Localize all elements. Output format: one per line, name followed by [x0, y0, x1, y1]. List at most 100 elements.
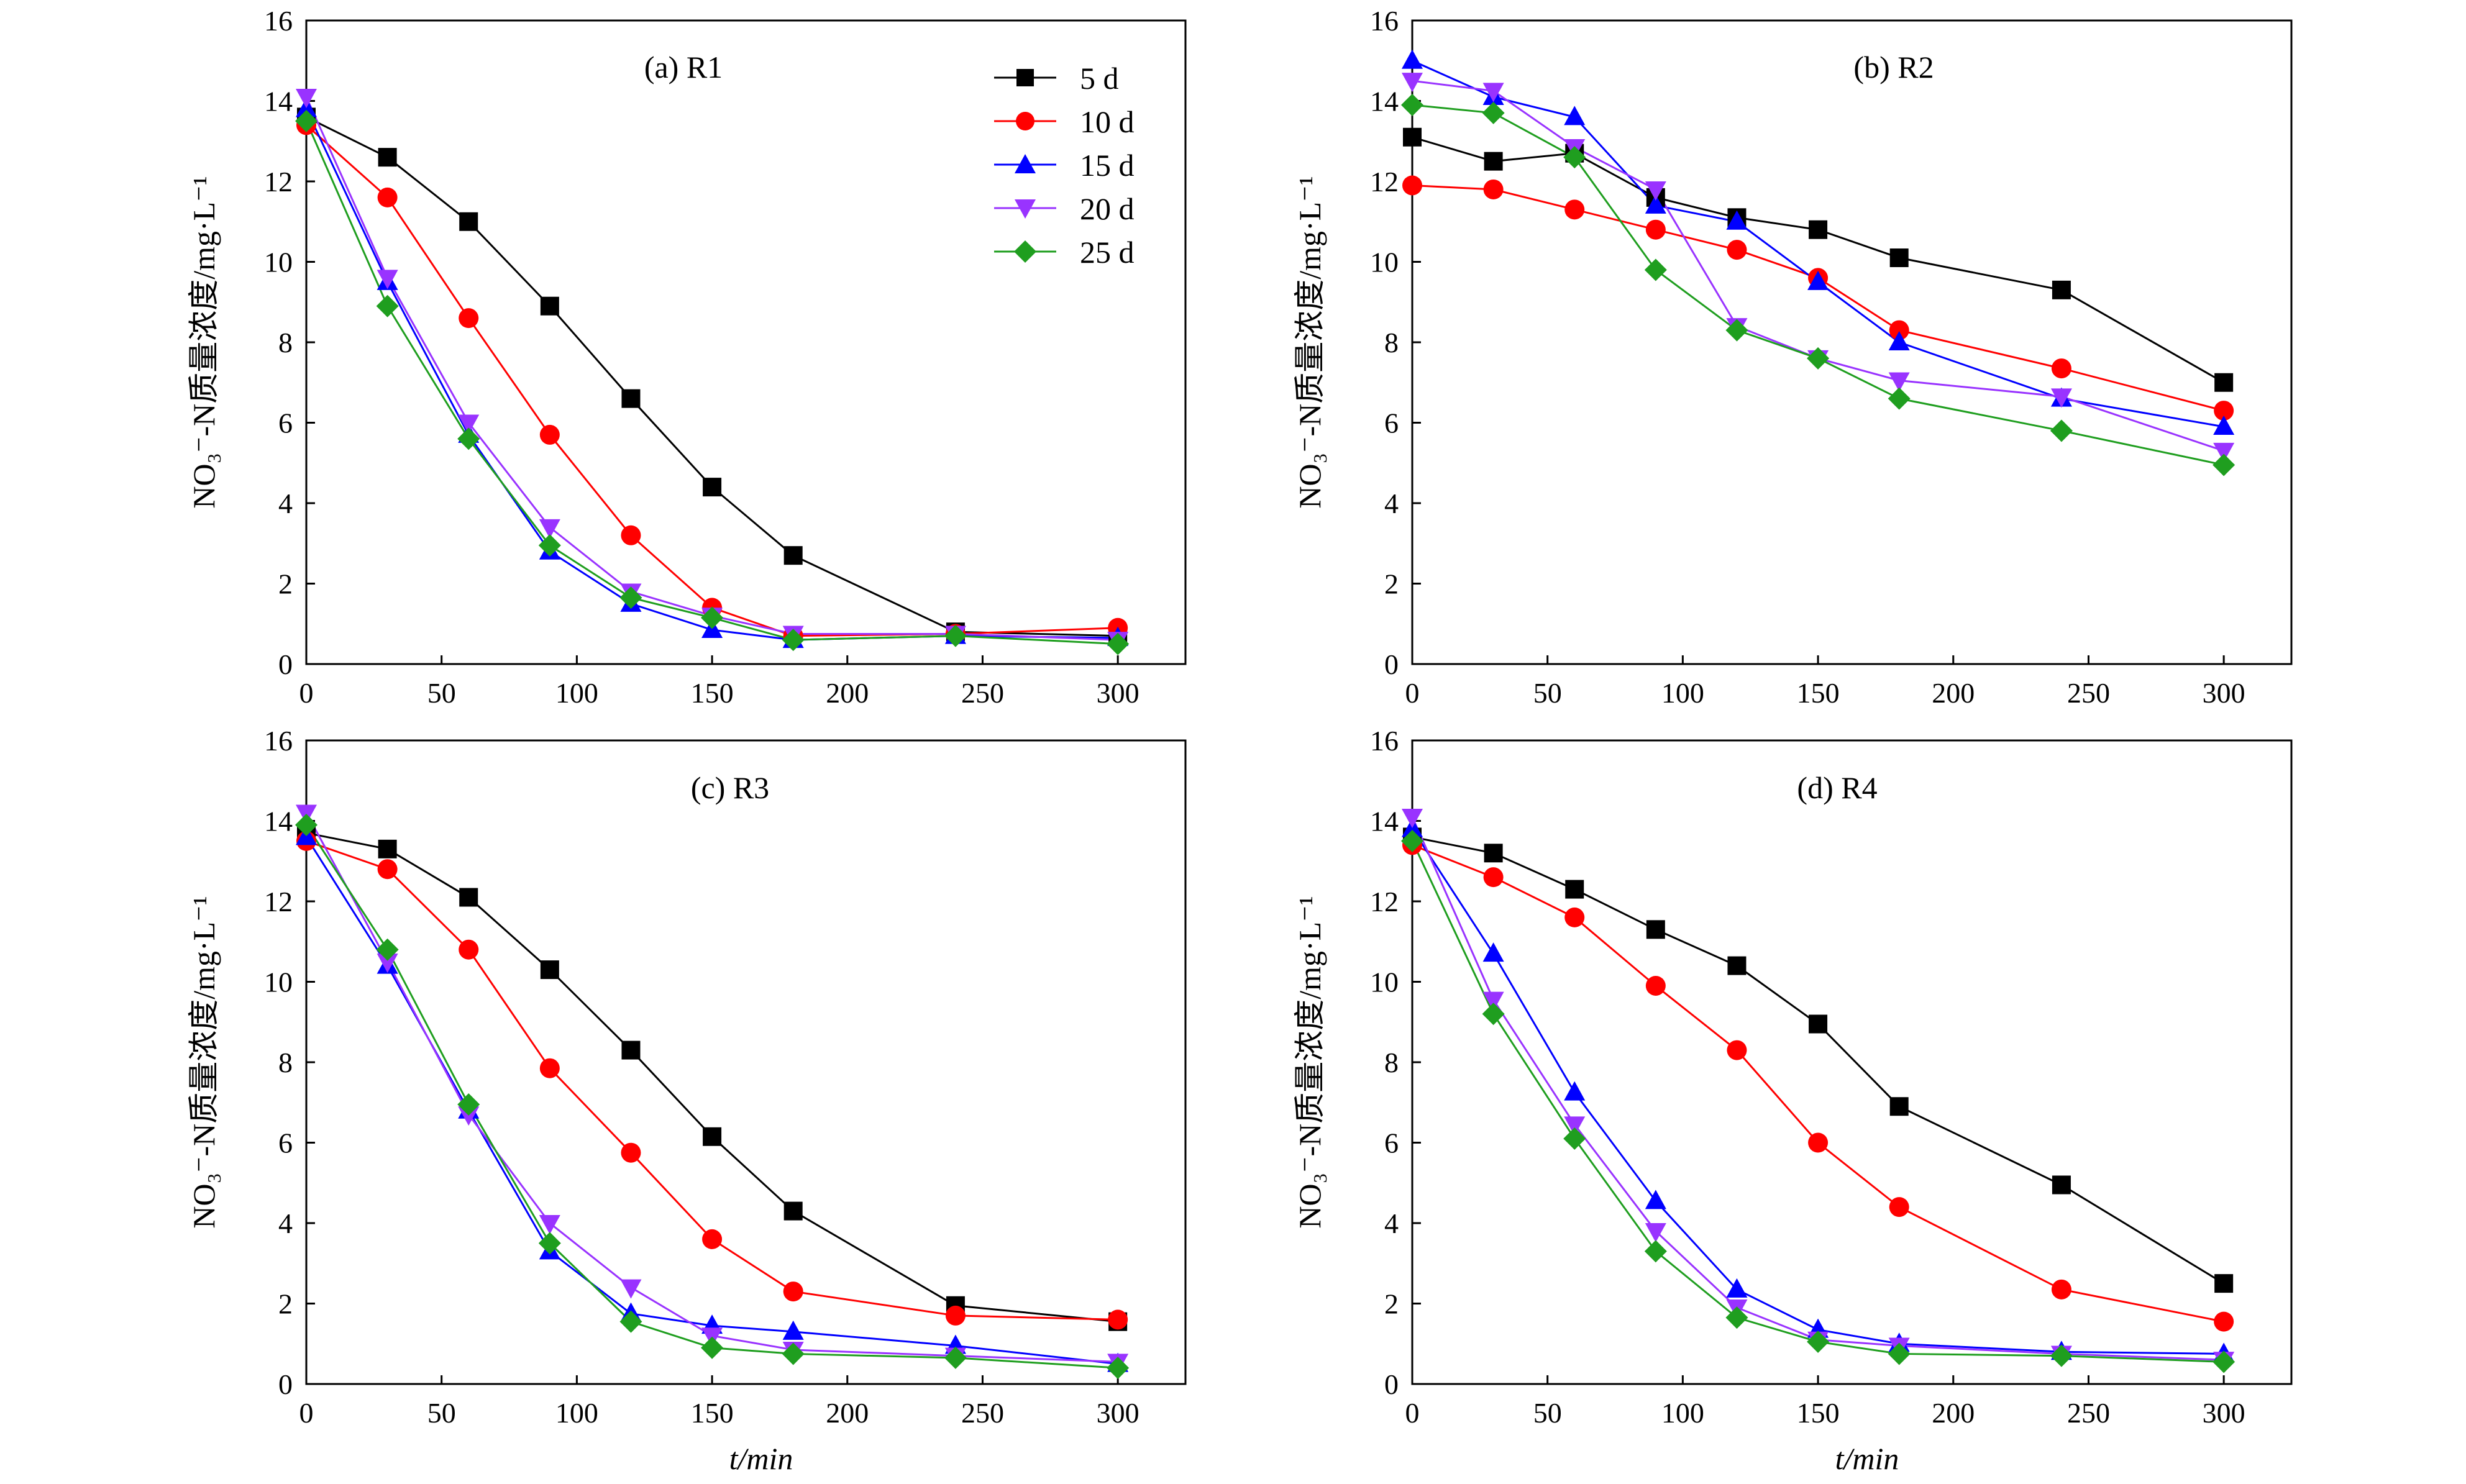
data-point-circle: [1483, 867, 1504, 888]
data-point-square: [1484, 152, 1503, 171]
data-point-triangle-down: [1645, 181, 1666, 201]
data-point-circle: [1564, 907, 1585, 927]
data-point-circle: [783, 1281, 803, 1302]
x-tick-label: 250: [961, 1397, 1004, 1429]
data-point-triangle-down: [1402, 73, 1423, 93]
y-tick-label: 0: [1384, 649, 1399, 680]
data-point-circle: [539, 1058, 560, 1078]
data-point-square: [459, 888, 478, 907]
data-point-square: [621, 389, 641, 408]
data-point-diamond: [1401, 829, 1423, 852]
data-point-circle: [1727, 1040, 1747, 1060]
series-layer: [295, 89, 1130, 655]
data-point-triangle-down: [2213, 442, 2235, 462]
data-point-triangle-down: [1482, 83, 1504, 102]
data-point-diamond: [457, 427, 480, 450]
x-tick-label: 150: [691, 1397, 734, 1429]
data-point-square: [1889, 248, 1909, 268]
panel-b-r2: (b) R2 0 50 100 150 200 250 300 0 2 4 6 8 10 12 14 16: [1370, 5, 2293, 709]
x-tick-label: 50: [427, 1397, 456, 1429]
y-tick-label: 14: [264, 86, 293, 117]
panel-title: (c) R3: [691, 770, 769, 805]
y-tick-label: 0: [1384, 1368, 1399, 1400]
data-point-triangle-down: [1645, 1222, 1666, 1242]
data-point-triangle-down: [1402, 809, 1423, 829]
x-tick-label: 250: [961, 677, 1004, 709]
x-tick-label: 0: [299, 1397, 314, 1429]
legend-entry: 20 d: [994, 191, 1135, 226]
y-tick-label: 2: [1384, 1288, 1399, 1320]
data-point-triangle-up: [1888, 331, 1910, 350]
data-point-circle: [1889, 320, 1909, 340]
series-layer: [295, 804, 1130, 1380]
data-point-square: [540, 960, 559, 980]
x-tick-label: 300: [2203, 677, 2245, 709]
data-point-triangle-down: [458, 1106, 480, 1126]
data-point-circle: [1808, 1132, 1829, 1153]
data-point-diamond: [944, 624, 967, 647]
data-point-triangle-down: [1482, 991, 1504, 1011]
data-point-triangle-down: [377, 270, 398, 289]
y-tick-label: 8: [278, 1047, 293, 1078]
data-point-diamond: [1482, 1003, 1505, 1026]
data-point-diamond: [376, 294, 399, 317]
x-tick-label: 200: [1932, 677, 1975, 709]
data-point-diamond: [1807, 347, 1830, 370]
data-point-diamond: [1401, 93, 1423, 116]
legend-label: 25 d: [1080, 235, 1135, 270]
x-tick-label: 200: [826, 677, 869, 709]
data-point-diamond: [1644, 258, 1667, 281]
data-point-diamond: [1888, 387, 1911, 410]
y-tick-label: 4: [278, 1208, 293, 1239]
legend-label: 5 d: [1080, 61, 1119, 96]
x-tick-label: 300: [2203, 1397, 2245, 1429]
y-tick-label: 6: [278, 407, 293, 439]
x-tick-label: 100: [1661, 677, 1704, 709]
x-tick-label: 150: [1797, 1397, 1840, 1429]
y-tick-label: 16: [1370, 725, 1399, 757]
y-axis-title: NO₃⁻-N质量浓度/mg·L⁻¹: [186, 896, 221, 1228]
x-tick-label: 150: [1797, 677, 1840, 709]
legend-marker-triangle-down: [1015, 199, 1036, 219]
data-point-diamond: [2213, 1350, 2235, 1373]
data-point-triangle-up: [1402, 49, 1423, 69]
y-tick-label: 12: [1370, 886, 1399, 917]
data-point-triangle-down: [1564, 1116, 1586, 1136]
data-point-diamond: [2050, 419, 2073, 442]
legend-label: 10 d: [1080, 104, 1135, 139]
data-point-diamond: [1107, 632, 1130, 655]
data-point-triangle-up: [1564, 106, 1586, 125]
panel-d-r4: (d) R4 0 50 100 150 200 250 300 0 2 4 6 8 10 12 14 16: [1370, 725, 2293, 1429]
y-tick-label: 14: [264, 806, 293, 837]
data-point-triangle-up: [1807, 270, 1829, 290]
data-point-diamond: [2050, 1344, 2073, 1367]
data-point-square: [1809, 1014, 1828, 1034]
legend: 5 d 10 d 15 d 20 d 25 d: [994, 61, 1135, 270]
x-tick-label: 250: [2067, 677, 2110, 709]
data-point-diamond: [1107, 1357, 1130, 1380]
data-point-triangle-up: [1564, 1081, 1586, 1101]
x-tick-label: 150: [691, 677, 734, 709]
data-point-circle: [1108, 1309, 1128, 1330]
y-tick-label: 10: [264, 967, 293, 998]
data-point-circle: [539, 424, 560, 445]
data-point-triangle-down: [2050, 388, 2072, 408]
y-tick-label: 14: [1370, 806, 1399, 837]
axis-ticks: 0 50 100 150 200 250 300 0 2 4 6 8 10 12 14 16: [1370, 725, 2245, 1429]
data-point-square: [2214, 1274, 2234, 1293]
y-tick-label: 4: [1384, 1208, 1399, 1239]
data-point-diamond: [1482, 101, 1505, 124]
panel-a-r1: (a) R1 0 50 100 150 200 250 300 0 2 4 6 8 10 12 14 16 5…: [264, 5, 1187, 709]
data-point-square: [2214, 373, 2234, 392]
data-point-triangle-up: [1645, 194, 1666, 214]
data-point-circle: [2051, 1279, 2071, 1300]
y-tick-label: 10: [264, 247, 293, 278]
y-axis-title: NO₃⁻-N质量浓度/mg·L⁻¹: [1292, 896, 1327, 1228]
data-point-circle: [377, 859, 398, 880]
y-tick-label: 14: [1370, 86, 1399, 117]
data-point-square: [540, 296, 559, 316]
data-point-triangle-down: [377, 954, 398, 973]
y-tick-label: 6: [1384, 407, 1399, 439]
y-axis-title: NO₃⁻-N质量浓度/mg·L⁻¹: [186, 176, 221, 508]
